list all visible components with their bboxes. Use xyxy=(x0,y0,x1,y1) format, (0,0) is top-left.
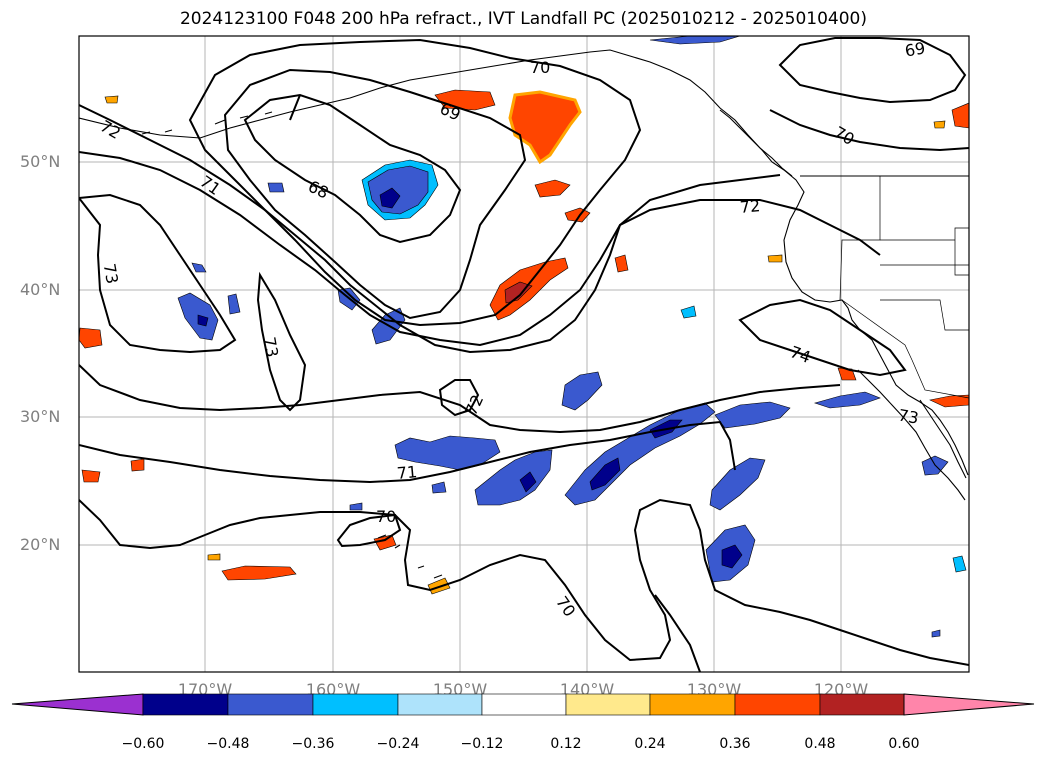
patch-neg-i-core xyxy=(721,544,743,569)
contour-label: 70 xyxy=(530,58,550,77)
colorbar-tick-label: −0.12 xyxy=(460,736,504,752)
contour-label: 69 xyxy=(903,38,926,60)
colorbar-swatch xyxy=(397,693,483,716)
contour-69-ne xyxy=(778,37,967,104)
contour-73-mid xyxy=(256,271,307,412)
patch-west-g xyxy=(130,458,145,472)
patch-neg-west-core xyxy=(197,314,209,327)
map-figure: 70 69 72 71 68 73 73 72 74 73 71 70 70 6… xyxy=(78,35,970,673)
patch-neg-e-core xyxy=(519,471,537,493)
contour-label: 71 xyxy=(396,462,418,483)
patch-mid-b xyxy=(534,179,571,198)
lat-label-30n: 30°N xyxy=(20,407,61,426)
patch-neg-c xyxy=(561,371,603,411)
contour-69 xyxy=(223,68,527,320)
patch-neg-f-core xyxy=(589,457,621,491)
colorbar xyxy=(11,693,1035,716)
patch-neg-p xyxy=(680,305,697,319)
patch-neg-m xyxy=(267,182,285,193)
colorbar-tick-label: 0.12 xyxy=(550,736,582,752)
patch-neg-e xyxy=(474,449,553,506)
lat-label-40n: 40°N xyxy=(20,280,61,299)
colorbar-swatch xyxy=(649,693,736,716)
coast-bc xyxy=(719,109,969,476)
islands-hawaii xyxy=(377,534,443,579)
patch-neg-j xyxy=(813,391,881,409)
lat-label-50n: 50°N xyxy=(20,152,61,171)
contour-68 xyxy=(243,93,462,244)
contour-label: 70 xyxy=(376,507,396,526)
contour-70-loop2 xyxy=(654,594,701,672)
contour-low xyxy=(79,364,841,434)
contour-74 xyxy=(738,298,907,377)
patch-neg-q xyxy=(349,502,363,511)
coast-alaska xyxy=(79,49,793,177)
refractivity-contours xyxy=(79,37,969,672)
colorbar-tick-label: −0.24 xyxy=(376,736,420,752)
colorbar-tick-label: 0.36 xyxy=(719,736,751,752)
patch-neg-h xyxy=(709,457,766,511)
contour-70-ne xyxy=(769,109,969,152)
patch-north-n xyxy=(104,95,119,104)
contour-71 xyxy=(79,151,781,347)
colorbar-tick-label: −0.36 xyxy=(291,736,335,752)
coast-aleutians xyxy=(141,111,273,135)
patch-neg-north-core xyxy=(379,187,401,209)
patch-neg-r xyxy=(431,481,447,494)
colorbar-tick-label: 0.60 xyxy=(888,736,920,752)
colorbar-swatch xyxy=(481,693,567,716)
patch-east-l xyxy=(929,394,969,408)
patch-neg-n xyxy=(227,293,241,315)
colorbar-extend-high xyxy=(903,693,1035,716)
colorbar-swatch xyxy=(565,693,651,716)
colorbar-swatch xyxy=(142,693,229,716)
colorbar-tick-label: 0.48 xyxy=(804,736,836,752)
lat-label-20n: 20°N xyxy=(20,535,61,554)
patch-east-o xyxy=(767,254,783,263)
colorbar-swatch xyxy=(819,693,905,716)
contour-label: 73 xyxy=(100,262,122,285)
patch-neg-o xyxy=(191,262,207,273)
coastlines xyxy=(79,49,969,579)
contour-label: 73 xyxy=(897,405,920,427)
patch-small-d xyxy=(614,254,629,273)
state-borders xyxy=(839,176,969,399)
colorbar-tick-label: −0.48 xyxy=(206,736,250,752)
colorbar-swatch xyxy=(227,693,314,716)
patch-neg-t xyxy=(931,629,941,638)
map-frame xyxy=(78,35,970,673)
colorbar-tick-label: 0.24 xyxy=(634,736,666,752)
contour-70 xyxy=(188,38,642,327)
colorbar-extend-low xyxy=(11,693,144,716)
patch-w-q xyxy=(207,553,221,561)
contour-label: 73 xyxy=(260,335,282,358)
contour-72 xyxy=(79,104,881,354)
patch-south-h xyxy=(221,565,297,581)
patch-neg-g xyxy=(714,401,791,429)
coast-baja xyxy=(857,369,966,501)
contour-70-loop xyxy=(336,513,402,548)
patch-west-f xyxy=(81,469,101,483)
patch-east-m xyxy=(951,102,969,129)
colorbar-swatch xyxy=(734,693,821,716)
patch-east-p xyxy=(933,120,946,129)
contour-72-loop xyxy=(438,379,480,417)
patch-neg-s xyxy=(952,555,967,573)
negative-patches xyxy=(177,36,967,638)
patch-south-i xyxy=(373,534,397,551)
patch-west-e xyxy=(79,327,103,349)
colorbar-swatch xyxy=(312,693,399,716)
coast-gulf xyxy=(919,399,967,479)
contour-69-left xyxy=(289,94,301,121)
contour-label: 72 xyxy=(739,196,761,217)
map-title: 2024123100 F048 200 hPa refract., IVT La… xyxy=(179,9,867,29)
contour-70-south xyxy=(79,498,969,666)
contour-71-south xyxy=(79,420,736,484)
patch-neg-d xyxy=(394,435,501,471)
contour-73-west xyxy=(79,193,237,354)
colorbar-tick-label: −0.60 xyxy=(121,736,165,752)
patch-neg-l xyxy=(649,36,741,45)
